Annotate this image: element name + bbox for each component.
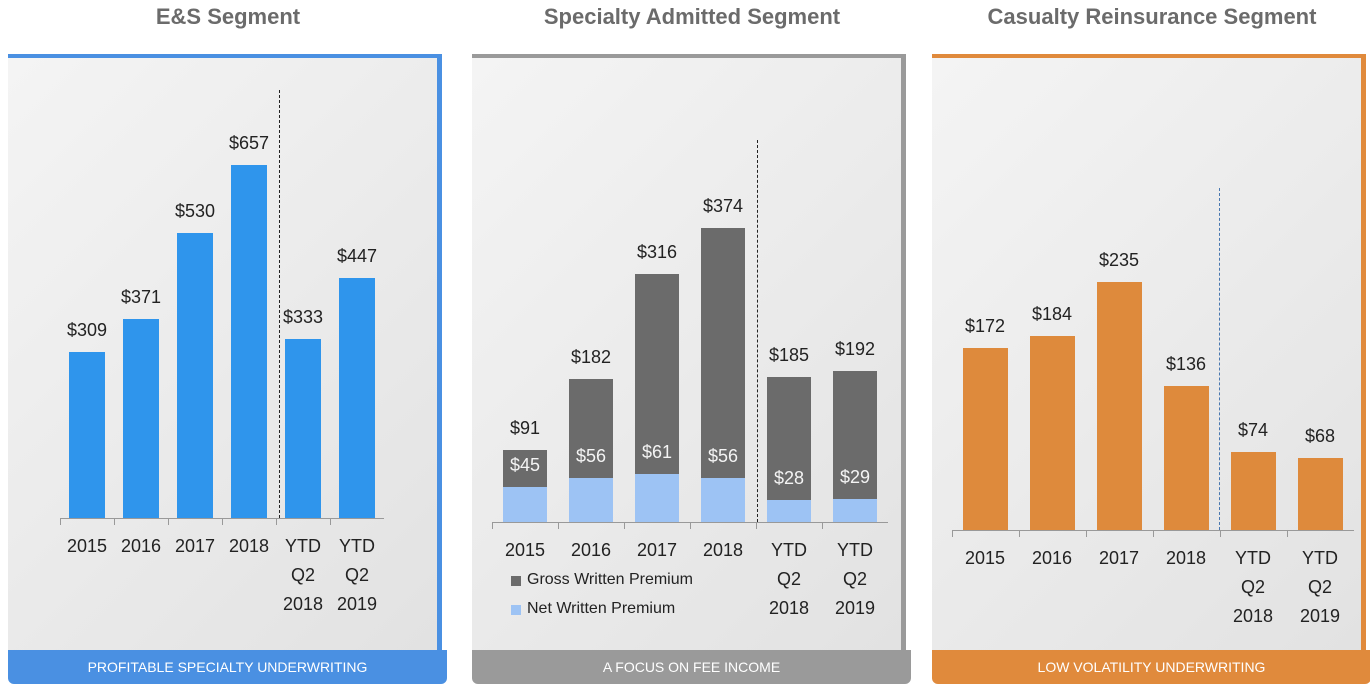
value-label: $45 xyxy=(509,454,541,475)
bar xyxy=(1163,386,1209,530)
legend-swatch xyxy=(511,605,521,615)
value-label: $316 xyxy=(636,241,678,262)
value-label: $192 xyxy=(834,339,876,360)
bar xyxy=(1096,282,1142,530)
tick xyxy=(822,522,823,529)
x-tick-label: 2016 xyxy=(570,540,612,560)
x-tick-label: YTD Q2 2018 xyxy=(1232,548,1274,626)
x-tick-label: 2016 xyxy=(120,536,162,556)
value-label: $68 xyxy=(1304,426,1336,447)
divider xyxy=(1219,188,1220,530)
tick xyxy=(1152,530,1154,537)
tick xyxy=(330,518,331,525)
value-label: $333 xyxy=(282,307,324,328)
value-label: $56 xyxy=(707,445,739,466)
x-tick-label: YTD Q2 2019 xyxy=(834,540,876,618)
x-tick-label: 2016 xyxy=(1031,548,1073,568)
tick xyxy=(492,522,493,529)
footer-band: PROFITABLE SPECIALTY UNDERWRITING xyxy=(8,650,447,684)
x-tick-label: 2015 xyxy=(66,536,108,556)
legend-label: Gross Written Premium xyxy=(527,571,693,588)
bar xyxy=(635,474,679,522)
x-tick-label: 2017 xyxy=(1098,548,1140,568)
x-tick-label: YTD Q2 2018 xyxy=(282,536,324,614)
legend-label: Net Written Premium xyxy=(527,600,676,617)
value-label: $74 xyxy=(1237,419,1269,440)
chart-title: Specialty Admitted Segment xyxy=(543,4,841,29)
bar xyxy=(1297,458,1343,530)
x-tick-label: 2018 xyxy=(702,540,744,560)
tick xyxy=(222,518,223,525)
bar xyxy=(1029,335,1075,530)
value-label: $530 xyxy=(174,201,216,222)
x-tick-label: 2017 xyxy=(174,536,216,556)
value-label: $657 xyxy=(228,133,270,153)
value-label: $185 xyxy=(768,344,810,365)
value-label: $447 xyxy=(336,245,378,266)
value-label: $374 xyxy=(702,196,744,216)
chart-title: E&S Segment xyxy=(155,4,301,29)
tick xyxy=(690,522,691,529)
bar xyxy=(767,499,811,522)
bar xyxy=(177,233,213,518)
chart-title: Casualty Reinsurance Segment xyxy=(987,4,1317,29)
tick xyxy=(60,518,61,525)
bar xyxy=(1230,451,1276,530)
value-label: $56 xyxy=(575,445,607,466)
tick xyxy=(1018,530,1020,537)
bar xyxy=(231,165,267,518)
value-label: $91 xyxy=(509,418,541,439)
footer-band: LOW VOLATILITY UNDERWRITING xyxy=(932,650,1370,684)
bar xyxy=(833,499,877,522)
bar xyxy=(123,318,159,518)
value-label: $61 xyxy=(641,442,673,463)
legend-swatch xyxy=(511,576,521,586)
tick xyxy=(951,530,953,537)
bar xyxy=(701,477,745,522)
x-tick-label: 2018 xyxy=(228,536,270,556)
footer-band: A FOCUS ON FEE INCOME xyxy=(472,650,911,684)
bar xyxy=(767,376,811,522)
tick xyxy=(168,518,169,525)
x-tick-label: 2015 xyxy=(504,540,546,560)
divider xyxy=(757,140,758,522)
x-tick-label: YTD Q2 2019 xyxy=(1299,548,1341,626)
x-tick-label: 2018 xyxy=(1165,548,1207,568)
x-tick-label: 2017 xyxy=(636,540,678,560)
value-label: $371 xyxy=(120,286,162,307)
value-label: $136 xyxy=(1165,354,1207,375)
value-label: $309 xyxy=(66,319,108,340)
divider xyxy=(279,90,280,518)
bar xyxy=(833,371,877,522)
bar xyxy=(701,228,745,522)
value-label: $184 xyxy=(1031,303,1073,324)
bar xyxy=(339,277,375,518)
bar xyxy=(962,348,1008,530)
x-tick-label: YTD Q2 2018 xyxy=(768,540,810,618)
bar xyxy=(503,486,547,522)
value-label: $235 xyxy=(1098,250,1140,270)
x-tick-label: YTD Q2 2019 xyxy=(336,536,378,614)
tick xyxy=(1085,530,1087,537)
tick xyxy=(558,522,559,529)
tick xyxy=(114,518,115,525)
bar xyxy=(569,477,613,522)
value-label: $172 xyxy=(964,316,1006,337)
tick xyxy=(1219,530,1221,537)
tick xyxy=(1286,530,1288,537)
value-label: $29 xyxy=(839,467,871,488)
panel xyxy=(472,54,906,650)
value-label: $182 xyxy=(570,346,612,367)
value-label: $28 xyxy=(773,467,805,488)
bar xyxy=(69,351,105,518)
tick xyxy=(276,518,277,525)
bar xyxy=(285,339,321,518)
tick xyxy=(756,522,757,529)
tick xyxy=(624,522,625,529)
x-tick-label: 2015 xyxy=(964,548,1006,568)
